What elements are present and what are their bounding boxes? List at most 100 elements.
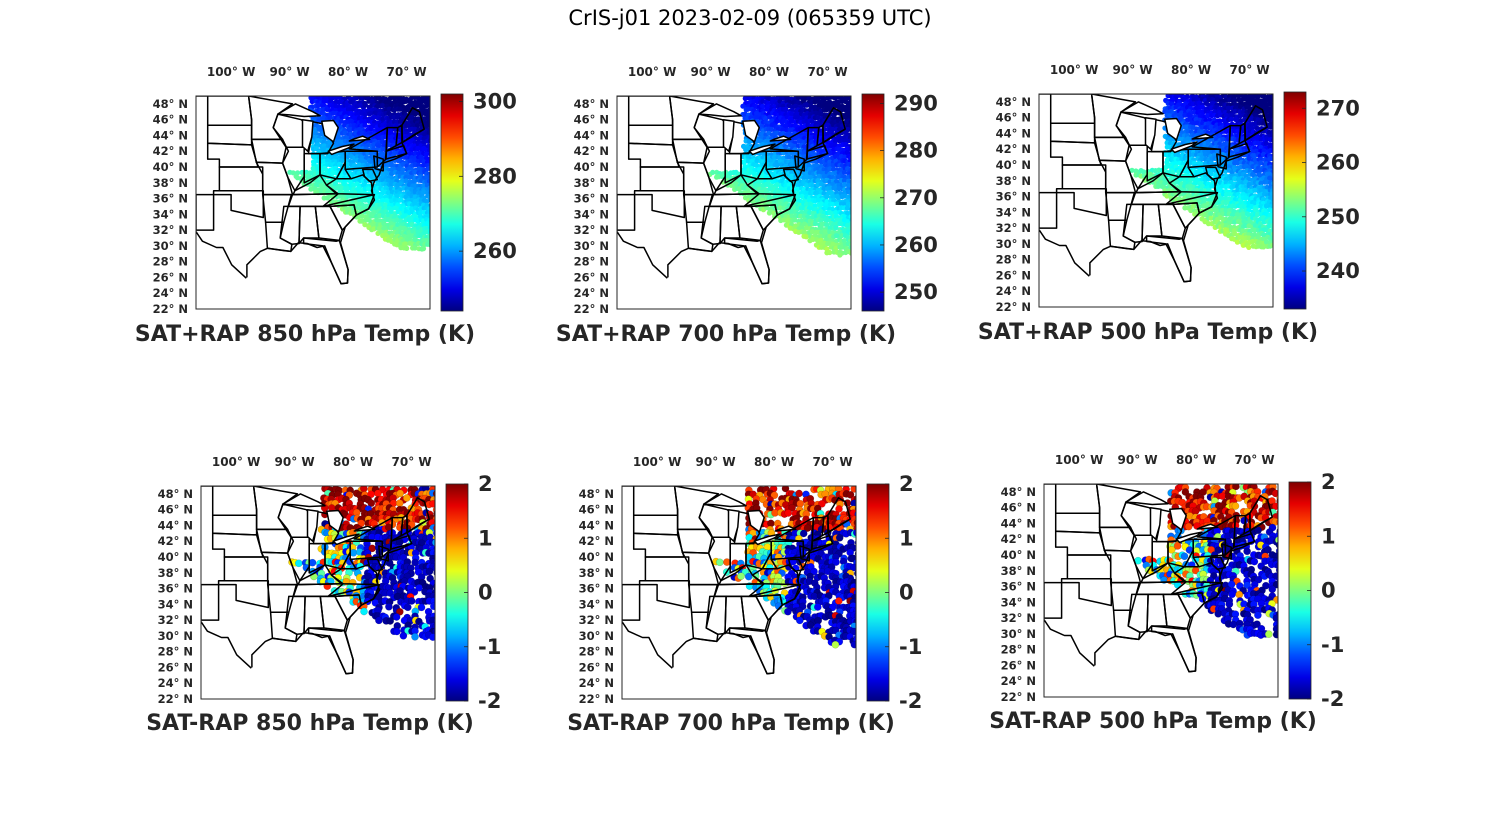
data-point	[392, 613, 401, 621]
lat-tick-label: 40° N	[153, 160, 188, 174]
data-point	[1220, 136, 1226, 142]
data-point	[404, 245, 410, 251]
data-point	[367, 499, 376, 508]
lat-tick-label: 24° N	[158, 676, 193, 690]
data-swath	[287, 96, 430, 252]
data-point	[812, 220, 818, 227]
data-point	[824, 222, 830, 228]
data-point	[360, 607, 368, 616]
data-point	[841, 181, 848, 188]
data-point	[1261, 244, 1267, 250]
lat-tick-label: 32° N	[153, 223, 188, 237]
data-point	[427, 107, 430, 113]
lon-tick-label: 70° W	[808, 65, 848, 79]
data-point	[407, 597, 416, 605]
data-point	[837, 252, 843, 258]
data-point	[1258, 203, 1264, 209]
state-outline	[353, 516, 394, 558]
data-point	[1182, 177, 1188, 183]
data-point	[327, 114, 333, 121]
great-lake	[277, 103, 321, 118]
lat-tick-label: 38° N	[996, 174, 1031, 188]
data-point	[809, 229, 816, 235]
data-point	[1170, 97, 1176, 103]
great-lake	[301, 118, 314, 152]
great-lake	[1120, 101, 1164, 116]
data-point	[789, 118, 795, 124]
lat-tick-label: 48° N	[996, 95, 1031, 109]
lat-tick-label: 40° N	[158, 550, 193, 564]
lat-tick-label: 48° N	[574, 97, 609, 111]
data-point	[832, 138, 839, 144]
data-point	[371, 114, 377, 120]
lon-tick-label: 90° W	[691, 65, 731, 79]
state-outline	[1093, 136, 1133, 162]
data-point	[1234, 239, 1240, 245]
data-point	[754, 143, 760, 149]
data-point	[1202, 197, 1208, 203]
data-point	[1129, 167, 1135, 173]
colorbar	[861, 93, 885, 312]
map-chart: 100° W 90° W 80° W 70° W48° N46° N44° N42° …	[574, 65, 938, 316]
data-point	[1270, 132, 1273, 138]
data-point	[833, 110, 839, 116]
data-point	[827, 225, 833, 231]
data-point	[815, 178, 821, 184]
great-lake	[306, 508, 319, 542]
data-point	[1271, 112, 1273, 118]
data-point	[841, 169, 847, 175]
data-point	[309, 98, 315, 105]
panel-title: SAT+RAP 850 hPa Temp (K)	[134, 322, 476, 347]
lat-tick-label: 38° N	[153, 176, 188, 190]
data-point	[1252, 232, 1258, 238]
lat-tick-label: 38° N	[574, 176, 609, 190]
coastline	[667, 128, 846, 285]
map-frame	[195, 95, 431, 310]
lat-tick-label: 26° N	[574, 270, 609, 284]
data-point	[795, 489, 803, 498]
great-lake	[353, 525, 376, 532]
colorbar-tick-label: 1	[478, 526, 493, 550]
lat-tick-label: 30° N	[574, 239, 609, 253]
lon-tick-label: 80° W	[333, 455, 373, 469]
data-point	[1225, 105, 1232, 111]
great-lake	[327, 143, 355, 156]
data-point	[848, 98, 851, 104]
data-point	[815, 115, 821, 121]
state-outline	[284, 595, 306, 636]
data-point	[789, 213, 795, 219]
data-point	[1240, 242, 1246, 248]
data-point	[393, 627, 401, 636]
state-outline	[401, 107, 425, 144]
data-point	[362, 119, 368, 125]
data-point	[1270, 242, 1273, 248]
data-point	[710, 169, 716, 175]
colorbar-tick-label: 260	[473, 239, 517, 263]
map-panel: 100° W 90° W 80° W 70° W 48° N 46° N 44° N 42° …	[130, 450, 570, 750]
data-point	[844, 146, 850, 152]
data-point	[783, 123, 789, 129]
data-point	[424, 198, 430, 205]
map-frame	[200, 485, 436, 700]
mexico-border	[617, 231, 668, 279]
lon-tick-label: 100° W	[1050, 63, 1098, 77]
data-point	[315, 103, 321, 109]
state-outline	[794, 155, 805, 172]
data-point	[428, 242, 430, 248]
data-point	[1202, 203, 1208, 209]
lon-tick-label: 70° W	[392, 455, 432, 469]
data-point	[1234, 212, 1240, 218]
data-point	[844, 149, 851, 155]
great-lake	[326, 509, 344, 533]
panel-title: SAT+RAP 500 hPa Temp (K)	[977, 320, 1319, 345]
data-point	[421, 162, 427, 168]
data-point	[356, 162, 362, 168]
data-point	[423, 151, 429, 157]
lon-tick-label: 80° W	[749, 65, 789, 79]
state-outline	[1122, 203, 1144, 244]
data-point	[804, 183, 810, 189]
data-point	[774, 162, 780, 168]
data-point	[824, 246, 830, 252]
data-point	[806, 205, 813, 211]
data-point	[1235, 187, 1241, 193]
